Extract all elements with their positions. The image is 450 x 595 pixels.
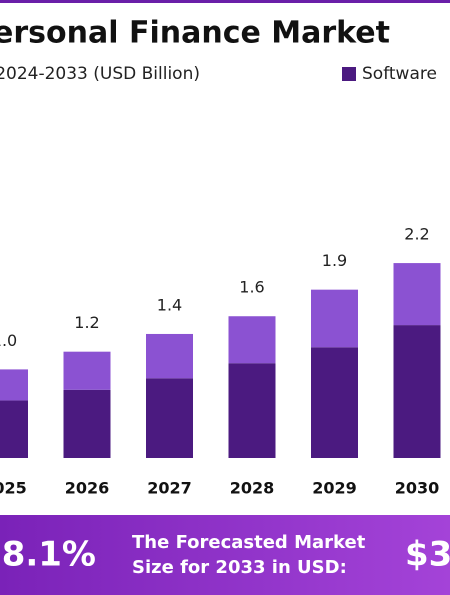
- value-label: 1.9: [322, 251, 347, 270]
- value-label: 1.4: [157, 295, 182, 314]
- bar-segment: [0, 369, 28, 401]
- bar-segment: [63, 351, 111, 390]
- legend-label: Software: [362, 64, 437, 84]
- bar-segment: [393, 263, 441, 326]
- chart-subtitle: 2024-2033 (USD Billion): [0, 64, 200, 84]
- bar-segment: [146, 378, 193, 458]
- x-tick-label: 2029: [312, 479, 357, 498]
- top-rule: [0, 0, 450, 3]
- value-label: 1.0: [0, 331, 17, 350]
- bar-segment: [311, 347, 358, 458]
- bar-segment: [228, 363, 276, 458]
- banner-caption: The Forecasted Market: [132, 532, 366, 553]
- bar-segment: [228, 316, 276, 364]
- x-tick-label: 2027: [147, 479, 192, 498]
- value-label: 2.2: [404, 225, 429, 244]
- x-tick-label: 2030: [395, 479, 440, 498]
- banner: [0, 515, 450, 595]
- banner-cagr: 18.1%: [0, 535, 96, 575]
- banner-caption: Size for 2033 in USD:: [132, 557, 347, 578]
- bar-segment: [146, 333, 193, 379]
- x-tick-label: 2028: [230, 479, 275, 498]
- value-label: 1.2: [74, 313, 99, 332]
- x-tick-label: 2025: [0, 479, 27, 498]
- value-label: 1.6: [239, 278, 264, 297]
- bar-segment: [393, 325, 441, 458]
- bar-segment: [63, 389, 111, 458]
- x-tick-label: 2026: [65, 479, 110, 498]
- banner-value: $3: [405, 535, 450, 575]
- bar-segment: [311, 289, 358, 348]
- bar-segment: [0, 400, 28, 458]
- legend-swatch: [342, 67, 356, 81]
- chart-title: Personal Finance Market: [0, 16, 390, 51]
